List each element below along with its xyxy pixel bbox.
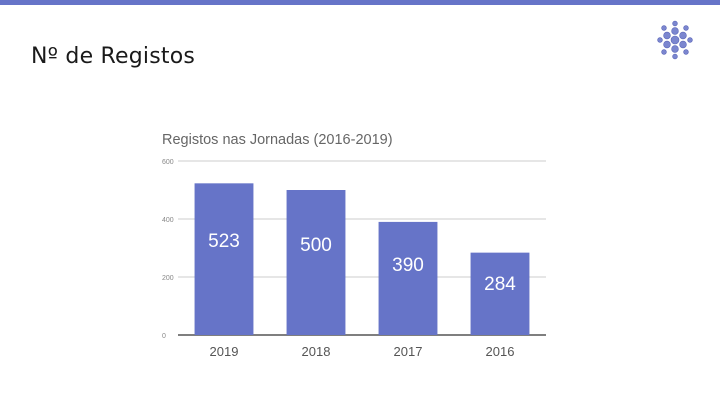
registos-bar-chart: Registos nas Jornadas (2016-2019) 0 200 40…	[150, 120, 560, 370]
bar-2016	[470, 252, 530, 335]
y-tick-label: 600	[162, 159, 174, 166]
chart-y-tick-labels: 0 200 400 600	[162, 159, 174, 340]
chart-title: Registos nas Jornadas (2016-2019)	[162, 132, 393, 148]
chart-svg: Registos nas Jornadas (2016-2019) 0 200 40…	[162, 132, 546, 359]
bar-2017	[378, 221, 438, 335]
y-tick-label: 400	[162, 217, 174, 224]
bar-2019	[194, 183, 254, 335]
chart-bars	[194, 183, 530, 335]
x-tick-label: 2016	[486, 344, 515, 359]
data-label: 390	[392, 255, 424, 276]
data-label: 500	[300, 235, 332, 256]
chart-data-labels: 523 500 390 284	[208, 231, 516, 295]
x-tick-label: 2018	[302, 344, 331, 359]
y-tick-label: 200	[162, 275, 174, 282]
x-tick-label: 2017	[394, 344, 423, 359]
data-label: 284	[484, 274, 516, 295]
bar-2018	[286, 190, 346, 335]
hexagon-cluster-logo-graphic	[657, 20, 693, 60]
data-label: 523	[208, 231, 240, 252]
logo-icon	[655, 20, 695, 60]
top-accent-bar	[0, 0, 720, 5]
y-tick-label: 0	[162, 333, 166, 340]
chart-x-tick-labels: 2019 2018 2017 2016	[210, 344, 515, 359]
x-tick-label: 2019	[210, 344, 239, 359]
slide-title: Nº de Registos	[31, 44, 196, 69]
